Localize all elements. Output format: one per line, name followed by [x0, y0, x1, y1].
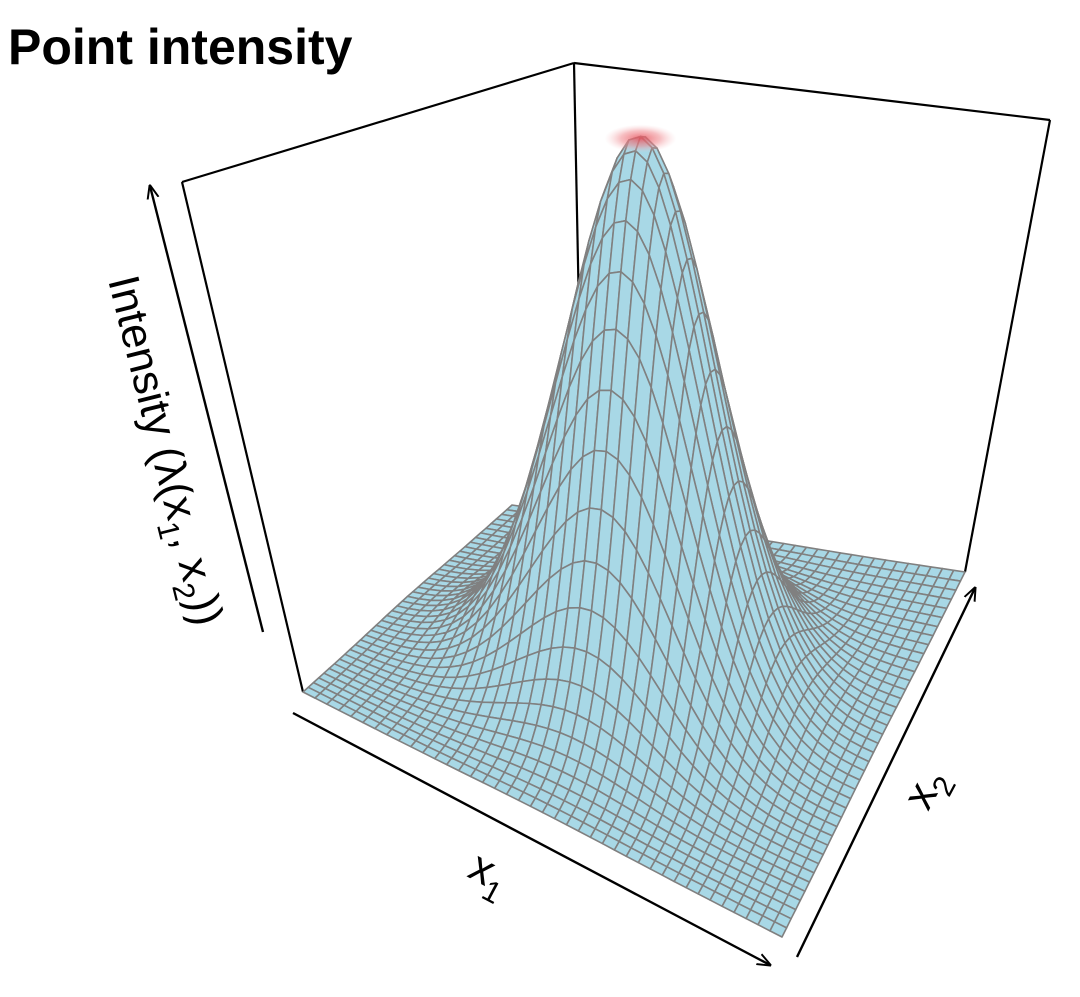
box-edge-back-top-right: [573, 61, 1051, 122]
z-axis-label: Intensity (λ(x1, x2)): [90, 271, 233, 633]
z-axis-label-prefix: Intensity (λ(x: [98, 271, 206, 525]
axes: [150, 186, 975, 965]
box-edge-left-vertical: [180, 181, 305, 693]
x1-axis-label: x1: [457, 842, 518, 911]
box-edge-back-top-left: [181, 61, 575, 184]
box-edge-right-vertical: [963, 119, 1052, 573]
x2-axis-arrow: [795, 588, 975, 958]
surface-facet: [769, 920, 788, 938]
chart-title: Point intensity: [8, 19, 353, 75]
z-axis-arrow: [150, 186, 265, 633]
x2-axis-label: x2: [894, 760, 963, 821]
intensity-surface: [302, 135, 966, 938]
x1-axis-arrow: [292, 711, 770, 965]
z-axis-label-middle: , x: [163, 529, 222, 586]
peak-highlight: [604, 124, 677, 153]
